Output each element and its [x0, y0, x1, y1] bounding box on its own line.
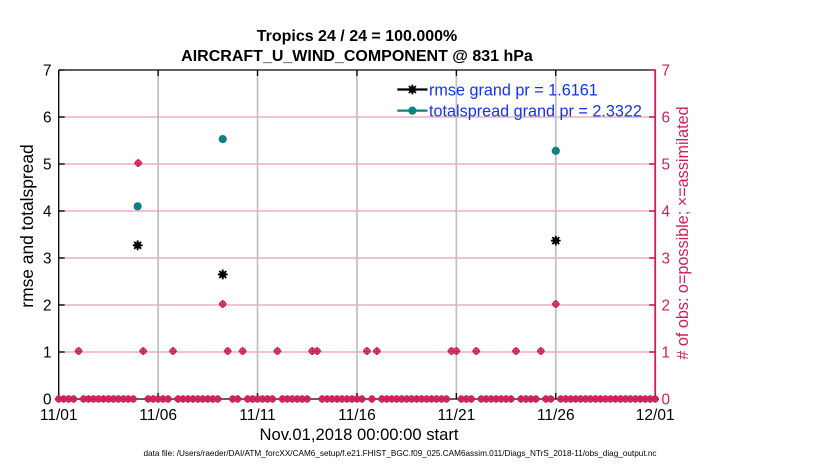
svg-text:data file: /Users/raeder/DAI/A: data file: /Users/raeder/DAI/ATM_forcXX/…: [143, 449, 656, 458]
svg-text:2: 2: [43, 298, 52, 315]
svg-text:2: 2: [662, 298, 671, 315]
svg-text:7: 7: [662, 63, 671, 80]
svg-text:5: 5: [43, 157, 52, 174]
svg-text:11/26: 11/26: [537, 407, 575, 424]
svg-text:11/06: 11/06: [139, 407, 177, 424]
svg-text:6: 6: [662, 110, 671, 127]
svg-text:0: 0: [662, 392, 671, 409]
svg-text:11/11: 11/11: [239, 407, 276, 424]
svg-text:0: 0: [43, 392, 52, 409]
svg-text:4: 4: [662, 204, 671, 221]
svg-text:4: 4: [43, 204, 52, 221]
svg-text:# of obs: o=possible; ×=assimi: # of obs: o=possible; ×=assimilated: [674, 106, 692, 359]
svg-text:1: 1: [43, 345, 52, 362]
svg-text:Tropics 24 / 24 = 100.000%: Tropics 24 / 24 = 100.000%: [257, 28, 458, 45]
svg-text:11/16: 11/16: [338, 407, 376, 424]
svg-text:7: 7: [43, 63, 52, 80]
svg-text:11/01: 11/01: [40, 407, 78, 424]
svg-text:6: 6: [43, 110, 52, 127]
svg-text:1: 1: [662, 345, 671, 362]
svg-text:12/01: 12/01: [636, 407, 675, 424]
svg-text:3: 3: [43, 251, 52, 268]
svg-text:3: 3: [662, 251, 671, 268]
svg-text:11/21: 11/21: [438, 407, 476, 424]
svg-text:Nov.01,2018 00:00:00 start: Nov.01,2018 00:00:00 start: [260, 425, 459, 444]
svg-text:rmse grand pr = 1.6161: rmse grand pr = 1.6161: [429, 82, 598, 100]
svg-text:rmse and totalspread: rmse and totalspread: [17, 144, 37, 307]
svg-text:5: 5: [662, 157, 671, 174]
svg-text:AIRCRAFT_U_WIND_COMPONENT @ 83: AIRCRAFT_U_WIND_COMPONENT @ 831 hPa: [181, 48, 533, 65]
svg-text:totalspread grand pr = 2.3322: totalspread grand pr = 2.3322: [429, 103, 642, 121]
